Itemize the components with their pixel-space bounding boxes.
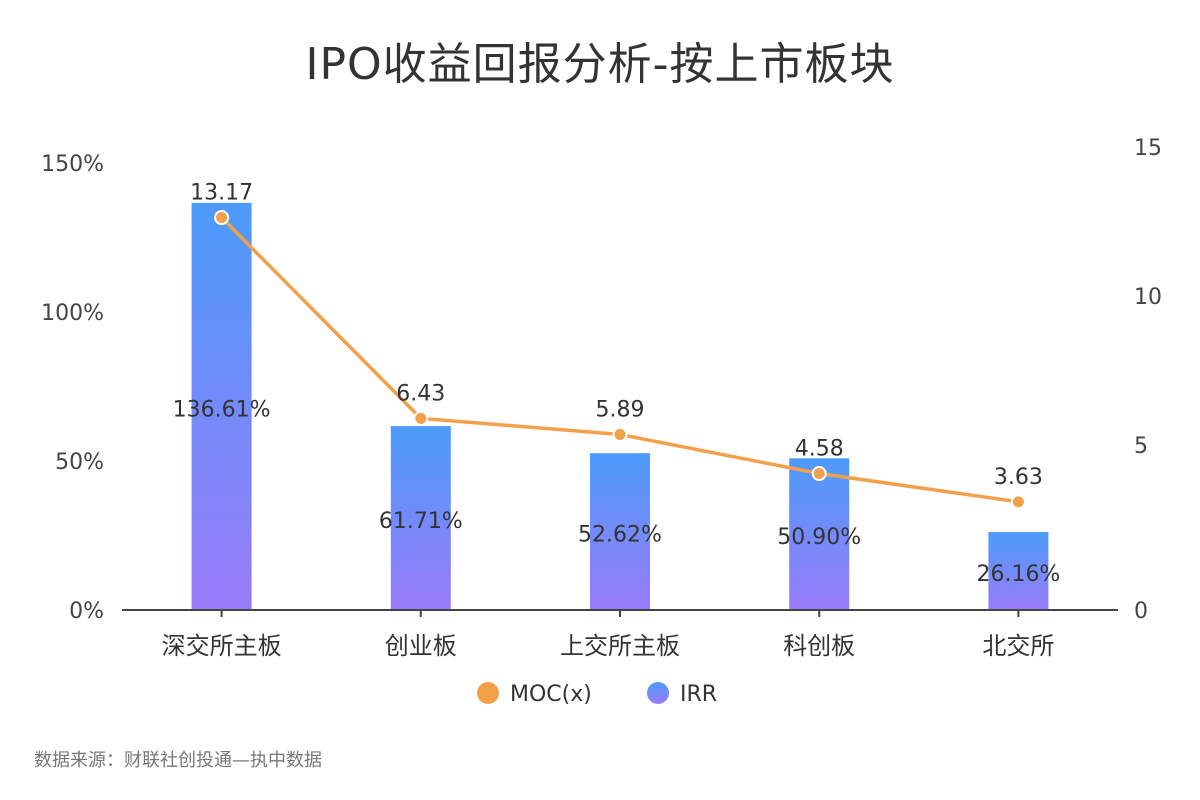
right-axis-tick-label: 10 [1134,285,1162,310]
x-axis-category-label: 创业板 [385,632,457,660]
left-axis-tick-label: 150% [41,152,104,177]
moc-points [214,210,1026,510]
moc-point-label: 3.63 [994,465,1043,490]
irr-bar-label: 136.61% [173,397,271,422]
legend-irr-label: IRR [680,682,717,707]
legend-moc-label: MOC(x) [510,682,592,707]
right-axis-tick-label: 15 [1134,136,1162,161]
moc-point [214,210,230,226]
chart-title: IPO收益回报分析-按上市板块 [305,39,895,90]
irr-bar [191,202,252,610]
right-axis-ticks: 0 5 10 15 [1134,136,1162,624]
legend-irr-marker [647,682,669,704]
moc-point-label: 4.58 [795,437,844,462]
irr-bar-label: 52.62% [578,523,662,548]
irr-bar-label: 50.90% [777,525,861,550]
moc-point [612,426,628,442]
source-note: 数据来源：财联社创投通—执中数据 [34,750,322,771]
left-axis-tick-label: 0% [69,599,104,624]
irr-bar [789,458,850,610]
left-axis-tick-label: 100% [41,301,104,326]
right-axis-tick-label: 0 [1134,599,1148,624]
left-axis-ticks: 0% 50% 100% 150% [41,152,104,624]
moc-point [413,410,429,426]
x-axis-category-label: 上交所主板 [560,632,680,660]
x-axis-category-label: 深交所主板 [162,632,282,660]
irr-bar-label: 61.71% [379,509,463,534]
left-axis-tick-label: 50% [55,450,104,475]
moc-point-labels: 13.17 6.43 5.89 4.58 3.63 [190,181,1043,490]
irr-bar-label: 26.16% [976,562,1060,587]
moc-point-label: 6.43 [396,381,445,406]
irr-bar-labels: 136.61% 61.71% 52.62% 50.90% 26.16% [173,397,1061,587]
irr-bar [590,453,650,610]
moc-point-label: 13.17 [190,181,253,206]
irr-bars [191,202,1049,610]
x-axis-category-label: 北交所 [982,632,1054,660]
legend: MOC(x) IRR [477,682,717,707]
legend-moc-marker [477,682,499,704]
x-axis-categories: 深交所主板 创业板 上交所主板 科创板 北交所 [162,632,1055,660]
moc-point-label: 5.89 [596,397,645,422]
moc-point [1010,494,1026,510]
x-axis-tick-marks [220,610,1020,617]
right-axis-tick-label: 5 [1134,434,1148,459]
moc-point [811,466,827,482]
x-axis-category-label: 科创板 [783,632,855,660]
irr-bar [390,426,451,610]
irr-bar [988,532,1049,610]
